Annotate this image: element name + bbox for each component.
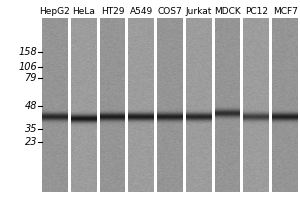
Text: 48: 48 xyxy=(25,101,37,111)
Bar xyxy=(97,18,100,192)
Bar xyxy=(183,18,186,192)
Text: MDCK: MDCK xyxy=(214,7,241,16)
Bar xyxy=(154,18,157,192)
Bar xyxy=(125,18,128,192)
Text: 106: 106 xyxy=(18,62,37,72)
Text: 35: 35 xyxy=(25,124,37,134)
Text: Jurkat: Jurkat xyxy=(186,7,212,16)
Text: COS7: COS7 xyxy=(158,7,182,16)
Text: 158: 158 xyxy=(18,47,37,57)
Bar xyxy=(212,18,215,192)
Text: HT29: HT29 xyxy=(101,7,124,16)
Text: PC12: PC12 xyxy=(245,7,268,16)
Text: HepG2: HepG2 xyxy=(40,7,70,16)
Text: 23: 23 xyxy=(25,137,37,147)
Text: 79: 79 xyxy=(25,73,37,83)
Text: A549: A549 xyxy=(130,7,153,16)
Bar xyxy=(240,18,243,192)
Text: HeLa: HeLa xyxy=(72,7,95,16)
Text: MCF7: MCF7 xyxy=(273,7,298,16)
Bar xyxy=(269,18,272,192)
Bar xyxy=(68,18,71,192)
